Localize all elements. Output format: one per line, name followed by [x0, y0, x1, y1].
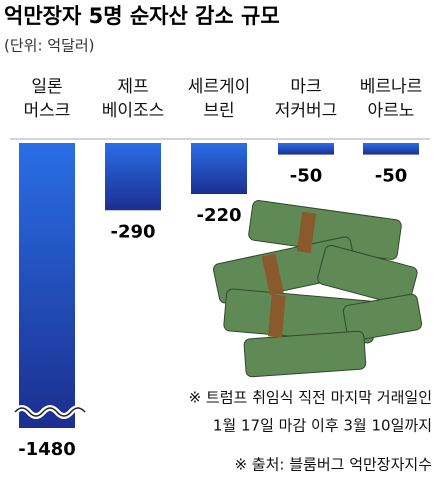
chart-subtitle: (단위: 억달러): [4, 37, 95, 55]
axis-break: [14, 407, 86, 417]
value-label: -290: [110, 221, 155, 242]
value-label: -50: [375, 166, 408, 187]
value-label: -1480: [18, 439, 76, 460]
value-label: -220: [196, 205, 241, 226]
bar: [191, 143, 247, 195]
category-label: 세르게이 브린: [187, 77, 251, 121]
bar: [105, 143, 161, 211]
bar: [363, 143, 419, 155]
value-label: -50: [290, 166, 323, 187]
annotation: ※ 트럼프 취임식 직전 마지막 거래일인: [189, 389, 432, 407]
bar: [278, 143, 334, 155]
bar: [19, 143, 75, 428]
annotation: ※ 출처: 블룸버그 억만장자지수: [234, 456, 432, 474]
money-illustration: [212, 200, 423, 378]
category-label: 제프 베이조스: [101, 77, 165, 121]
chart-title: 억만장자 5명 순자산 감소 규모: [4, 4, 280, 28]
category-label: 베르나르 아르노: [359, 77, 423, 121]
category-label: 일론 머스크: [23, 77, 71, 121]
category-label: 마크 저커버그: [274, 77, 338, 121]
annotation: 1월 17일 마감 이후 3월 10일까지: [213, 417, 432, 435]
